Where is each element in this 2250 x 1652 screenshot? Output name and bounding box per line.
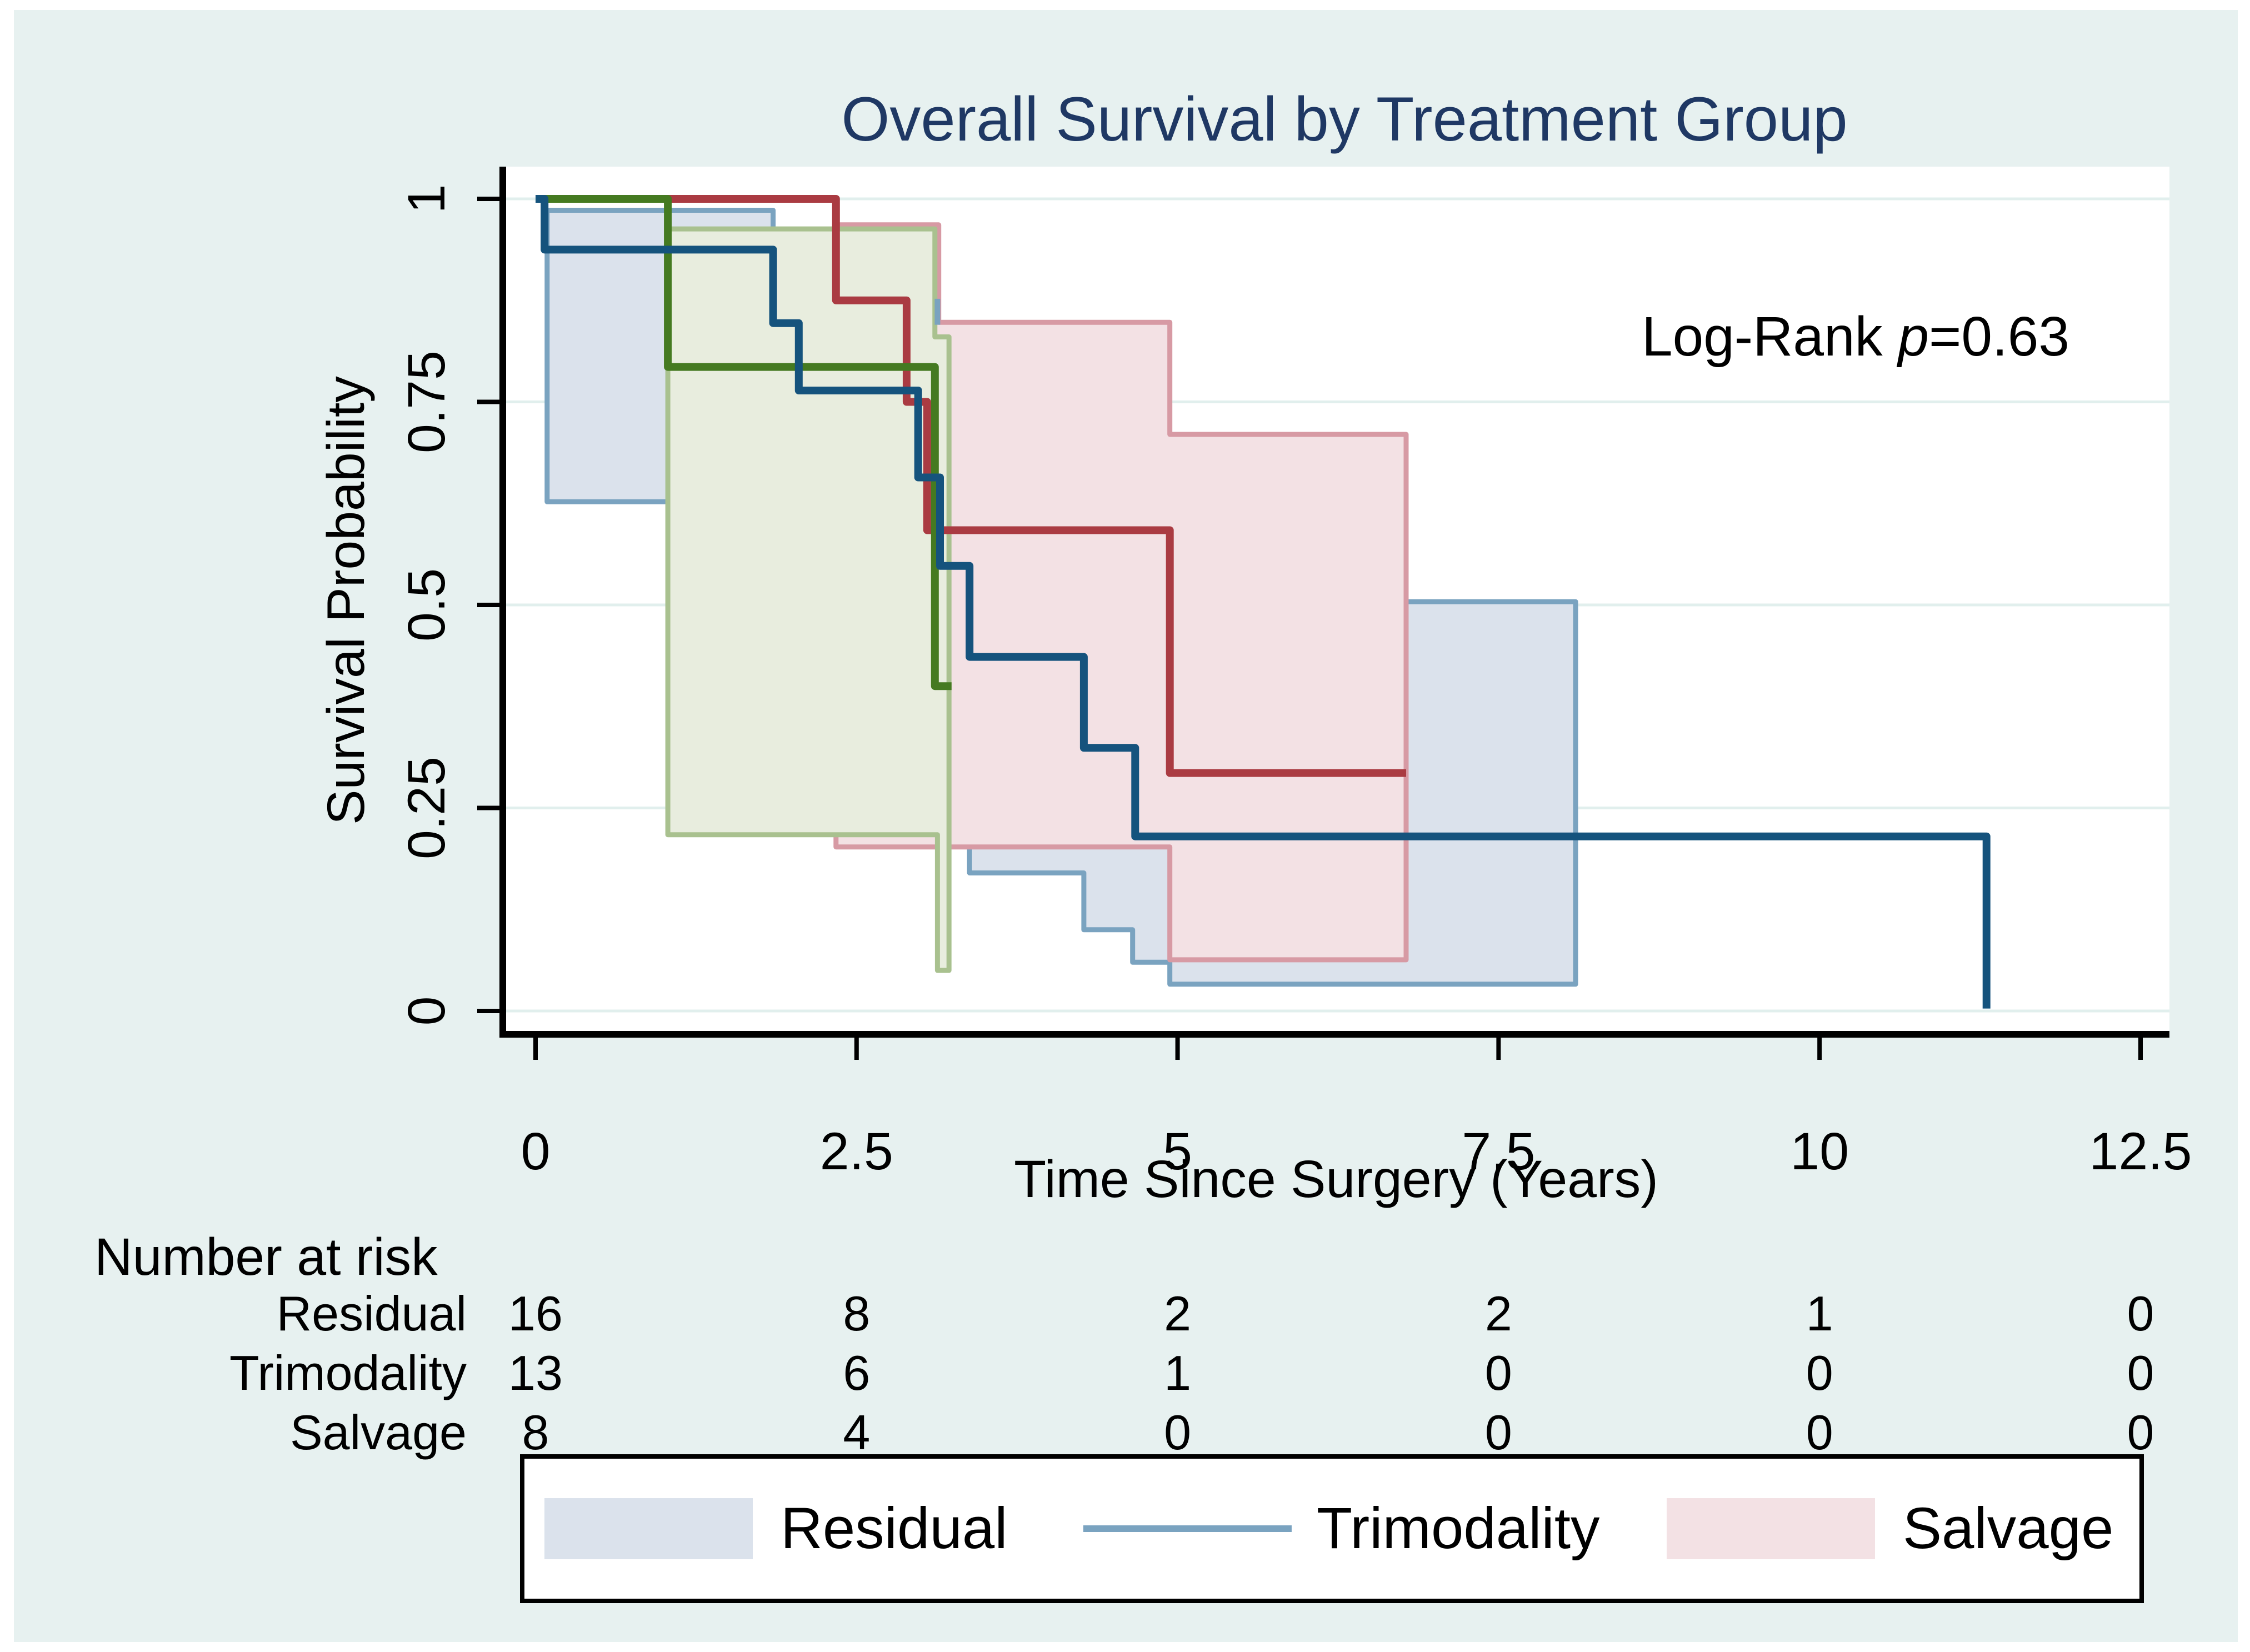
risk-count: 6 [843,1345,870,1400]
logrank-p: p [1896,306,1929,368]
risk-count: 0 [1485,1405,1512,1460]
x-tick-label: 10 [1790,1122,1849,1181]
risk-count: 2 [1164,1286,1191,1341]
y-tick-label: 0.25 [397,757,456,859]
x-axis-title: Time Since Surgery (Years) [1014,1150,1658,1209]
y-axis-title: Survival Probability [317,376,376,825]
risk-count: 0 [1485,1345,1512,1400]
risk-count: 0 [1806,1345,1833,1400]
legend-label-salvage[interactable]: Salvage [1903,1496,2113,1561]
risk-count: 0 [1806,1405,1833,1460]
risk-count: 4 [843,1405,870,1460]
legend-label-residual[interactable]: Residual [781,1496,1008,1561]
risk-count: 0 [2127,1286,2154,1341]
x-tick-label: 5 [1163,1122,1192,1181]
ci-band-salvage [665,226,952,973]
survival-curve-residual [536,195,1991,1009]
risk-count: 16 [508,1286,563,1341]
risk-count: 0 [1164,1405,1191,1460]
logrank-value: =0.63 [1929,306,2069,368]
risk-row-label: Salvage [290,1405,467,1460]
legend-label-trimodality[interactable]: Trimodality [1317,1496,1600,1561]
x-tick-label: 0 [521,1122,551,1181]
risk-count: 0 [2127,1405,2154,1460]
risk-count: 0 [2127,1345,2154,1400]
risk-count: 1 [1806,1286,1833,1341]
risk-row-label: Trimodality [229,1345,467,1400]
y-tick-label: 0 [397,997,456,1026]
y-tick-label: 1 [397,184,456,214]
risk-count: 1 [1164,1345,1191,1400]
logrank-annotation: Log-Rank p=0.63 [1642,306,2069,368]
x-tick-label: 2.5 [820,1122,893,1181]
risk-count: 2 [1485,1286,1512,1341]
legend: Residual Trimodality Salvage [520,1454,2144,1603]
risk-count: 13 [508,1345,563,1400]
y-tick-label: 0.5 [397,568,456,642]
chart-title: Overall Survival by Treatment Group [841,84,1847,154]
risk-count: 8 [843,1286,870,1341]
risk-count: 8 [522,1405,549,1460]
risk-table-header: Number at risk [94,1228,438,1286]
x-tick-label: 7.5 [1462,1122,1535,1181]
risk-row-label: Residual [277,1286,467,1341]
legend-swatch-salvage[interactable] [1667,1498,1875,1559]
y-tick-label: 0.75 [397,351,456,453]
x-tick-label: 12.5 [2089,1122,2192,1181]
logrank-prefix: Log-Rank [1642,306,1898,368]
legend-swatch-residual[interactable] [544,1498,753,1559]
